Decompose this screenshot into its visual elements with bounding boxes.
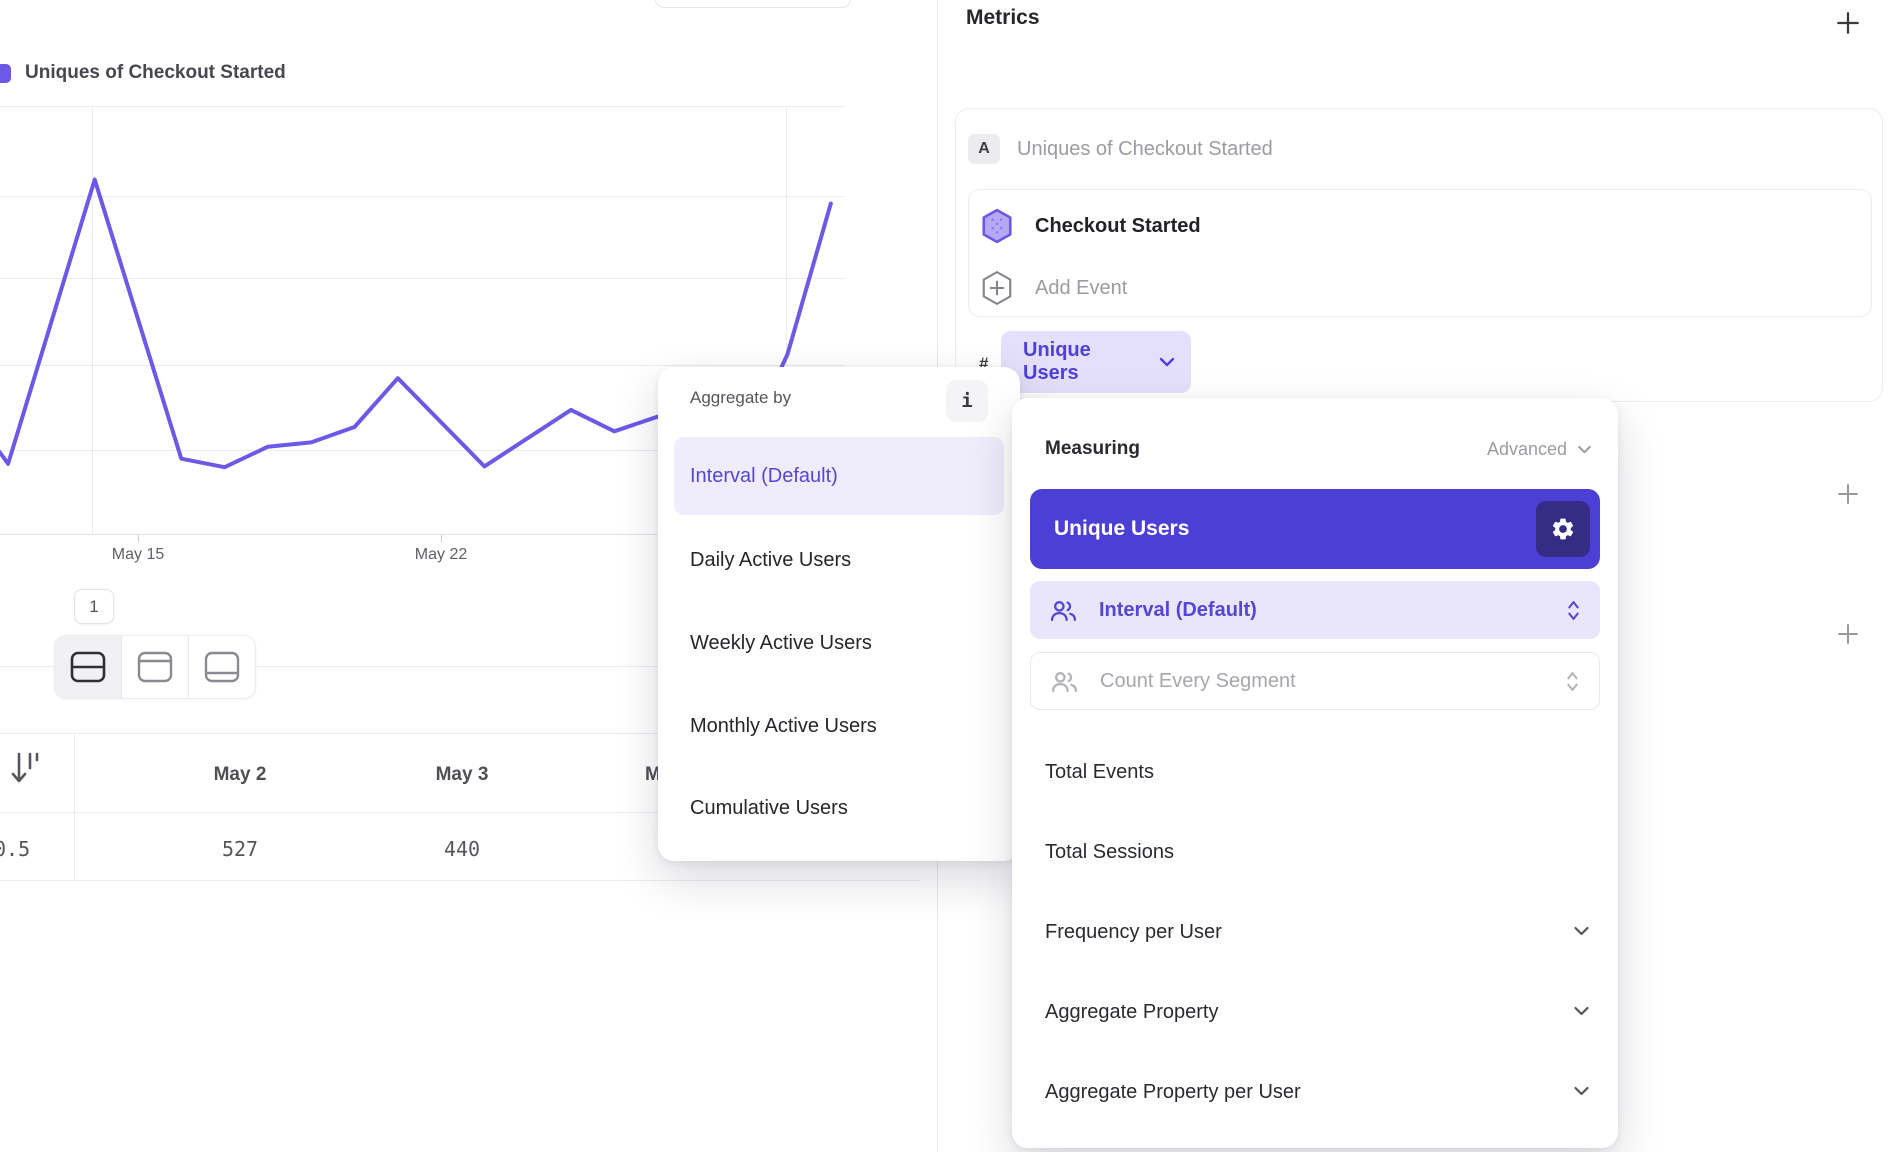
event-card: Checkout Started Add Event xyxy=(968,189,1872,317)
chart-legend: Uniques of Checkout Started xyxy=(0,62,286,84)
info-icon[interactable]: i xyxy=(946,380,988,422)
gridline xyxy=(786,106,787,534)
measurement-dropdown[interactable]: Unique Users xyxy=(1001,331,1191,393)
table-border xyxy=(0,880,920,881)
menu-item-cumulative-users[interactable]: Cumulative Users xyxy=(690,797,848,819)
menu-item-aggregate-property[interactable]: Aggregate Property xyxy=(1045,1001,1219,1023)
table-header-cell[interactable]: May 3 xyxy=(435,764,489,785)
table-border xyxy=(0,733,920,734)
aggregate-by-menu: Aggregate by i Interval (Default) Daily … xyxy=(658,367,1020,861)
menu-item-total-events[interactable]: Total Events xyxy=(1045,761,1154,783)
metric-card-a: A Uniques of Checkout Started Checkout S… xyxy=(955,108,1883,402)
measurement-dropdown-label: Unique Users xyxy=(1023,339,1091,384)
table-cell: 527 xyxy=(221,837,259,861)
plus-icon xyxy=(1838,624,1858,644)
add-event-row[interactable]: Add Event xyxy=(981,270,1127,306)
number-type-symbol: # xyxy=(979,354,989,373)
add-event-hexagon-icon xyxy=(982,271,1012,305)
table-row-label: 0.5 xyxy=(0,837,31,861)
users-icon xyxy=(1051,671,1078,692)
table-header-cell[interactable]: May 2 xyxy=(213,764,267,785)
chevron-down-icon[interactable] xyxy=(1573,926,1590,936)
split-rows-icon[interactable] xyxy=(55,636,122,698)
add-row-button[interactable] xyxy=(1835,481,1861,507)
x-axis-line xyxy=(0,534,845,535)
event-row[interactable]: Checkout Started xyxy=(981,208,1201,244)
gridline xyxy=(0,106,845,107)
menu-item-weekly-active-users[interactable]: Weekly Active Users xyxy=(690,632,872,654)
add-row-button[interactable] xyxy=(1835,621,1861,647)
panel-top-icon[interactable] xyxy=(122,636,189,698)
table-column-divider xyxy=(74,733,75,880)
table-header-cell[interactable]: M xyxy=(645,764,661,785)
x-tick-label: May 15 xyxy=(111,546,165,563)
interval-default-label: Interval (Default) xyxy=(1099,598,1257,621)
stepper-icon xyxy=(1567,671,1578,691)
menu-item-monthly-active-users[interactable]: Monthly Active Users xyxy=(690,715,877,737)
count-every-segment-selector[interactable]: Count Every Segment xyxy=(1030,652,1600,710)
users-icon xyxy=(1050,600,1077,621)
event-name: Checkout Started xyxy=(1035,214,1201,237)
legend-swatch-icon xyxy=(0,63,11,83)
add-event-label: Add Event xyxy=(1035,276,1128,299)
metrics-panel-title: Metrics xyxy=(966,6,1040,29)
interval-default-selector[interactable]: Interval (Default) xyxy=(1030,581,1600,639)
metric-letter-badge: A xyxy=(968,134,1000,164)
page-number-button[interactable]: 1 xyxy=(74,589,114,624)
table-border xyxy=(0,812,920,813)
panel-bottom-icon[interactable] xyxy=(189,636,255,698)
measuring-menu: Measuring Advanced Unique Users xyxy=(1012,398,1618,1148)
section-divider xyxy=(0,666,920,667)
menu-item-total-sessions[interactable]: Total Sessions xyxy=(1045,841,1174,863)
menu-item-frequency-per-user[interactable]: Frequency per User xyxy=(1045,921,1222,943)
event-hexagon-icon xyxy=(982,208,1012,244)
legend-label: Uniques of Checkout Started xyxy=(25,62,286,83)
menu-item-daily-active-users[interactable]: Daily Active Users xyxy=(690,549,852,571)
chevron-down-icon[interactable] xyxy=(1573,1006,1590,1016)
aggregate-by-title: Aggregate by xyxy=(690,388,792,407)
gridline xyxy=(92,106,93,534)
advanced-label: Advanced xyxy=(1486,439,1567,459)
x-tick xyxy=(441,535,442,542)
selected-measure-label: Unique Users xyxy=(1054,517,1190,540)
stepper-icon xyxy=(1568,600,1579,620)
x-tick xyxy=(138,535,139,542)
advanced-dropdown[interactable]: Advanced xyxy=(1487,439,1592,460)
plus-icon xyxy=(1837,12,1859,34)
menu-item-interval-default[interactable]: Interval (Default) xyxy=(674,437,1004,515)
metric-card-title[interactable]: Uniques of Checkout Started xyxy=(1017,138,1273,160)
plus-icon xyxy=(1838,484,1858,504)
chevron-down-icon[interactable] xyxy=(1573,1086,1590,1096)
chevron-down-icon xyxy=(1159,357,1175,367)
sort-descending-icon[interactable] xyxy=(10,748,42,790)
selected-measure-unique-users[interactable]: Unique Users xyxy=(1030,489,1600,569)
add-metric-button[interactable] xyxy=(1834,9,1862,37)
table-cell: 440 xyxy=(443,837,481,861)
gridline xyxy=(0,196,845,197)
gridline xyxy=(0,450,845,451)
measure-settings-button[interactable] xyxy=(1536,501,1590,557)
x-tick-label: May 22 xyxy=(414,546,468,563)
chevron-down-icon xyxy=(1578,445,1591,454)
count-every-segment-label: Count Every Segment xyxy=(1100,669,1296,692)
gear-icon xyxy=(1552,518,1574,540)
gridline xyxy=(0,365,845,366)
menu-item-aggregate-property-per-user[interactable]: Aggregate Property per User xyxy=(1045,1081,1301,1103)
measuring-title: Measuring xyxy=(1045,438,1141,459)
layout-toggle-group xyxy=(54,635,256,699)
gridline xyxy=(0,278,845,279)
